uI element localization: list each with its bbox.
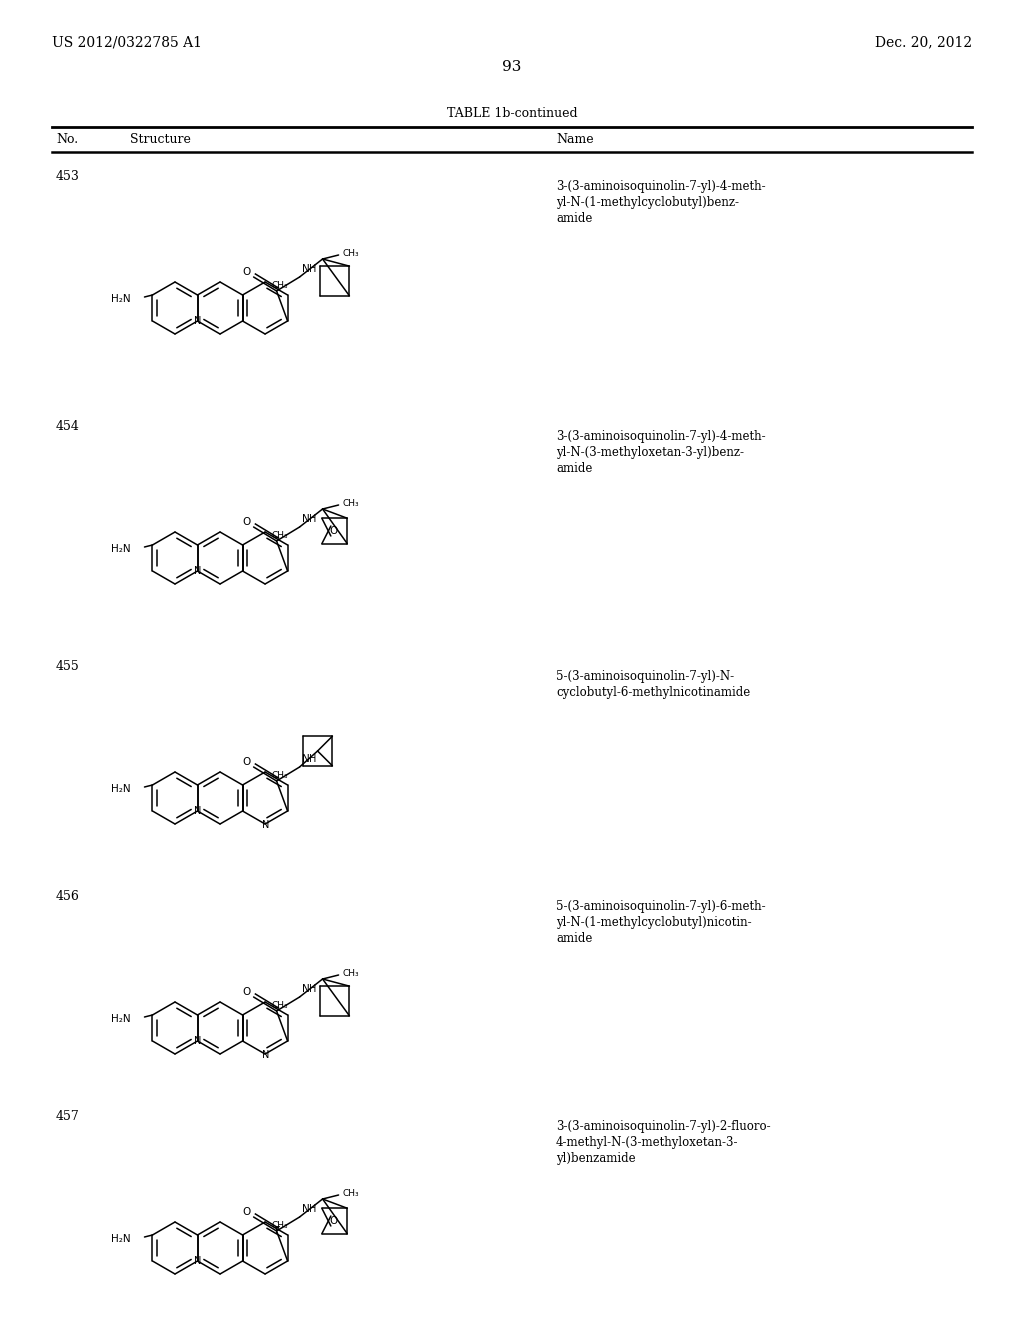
- Text: CH₃: CH₃: [271, 771, 288, 780]
- Text: O: O: [243, 267, 251, 277]
- Text: yl)benzamide: yl)benzamide: [556, 1152, 636, 1166]
- Text: 3-(3-aminoisoquinolin-7-yl)-2-fluoro-: 3-(3-aminoisoquinolin-7-yl)-2-fluoro-: [556, 1119, 771, 1133]
- Text: 453: 453: [56, 170, 80, 183]
- Text: N: N: [302, 1204, 309, 1214]
- Text: O: O: [330, 1216, 338, 1226]
- Text: H: H: [309, 513, 316, 524]
- Text: H: H: [309, 264, 316, 275]
- Text: CH₃: CH₃: [271, 1001, 288, 1010]
- Text: H: H: [309, 754, 316, 764]
- Text: H₂N: H₂N: [111, 784, 130, 795]
- Text: CH₃: CH₃: [343, 248, 359, 257]
- Text: CH₃: CH₃: [271, 281, 288, 289]
- Text: N: N: [302, 264, 309, 275]
- Text: O: O: [243, 987, 251, 997]
- Text: No.: No.: [56, 133, 78, 147]
- Text: 5-(3-aminoisoquinolin-7-yl)-N-: 5-(3-aminoisoquinolin-7-yl)-N-: [556, 671, 734, 682]
- Text: 457: 457: [56, 1110, 80, 1123]
- Text: yl-N-(1-methylcyclobutyl)nicotin-: yl-N-(1-methylcyclobutyl)nicotin-: [556, 916, 752, 929]
- Text: N: N: [194, 315, 201, 326]
- Text: cyclobutyl-6-methylnicotinamide: cyclobutyl-6-methylnicotinamide: [556, 686, 751, 700]
- Text: O: O: [243, 1206, 251, 1217]
- Text: H₂N: H₂N: [111, 294, 130, 304]
- Text: amide: amide: [556, 462, 592, 475]
- Text: O: O: [330, 525, 338, 536]
- Text: H₂N: H₂N: [111, 544, 130, 554]
- Text: amide: amide: [556, 213, 592, 224]
- Text: N: N: [194, 566, 201, 576]
- Text: H: H: [309, 983, 316, 994]
- Text: Structure: Structure: [130, 133, 190, 147]
- Text: CH₃: CH₃: [271, 531, 288, 540]
- Text: CH₃: CH₃: [343, 499, 359, 507]
- Text: 5-(3-aminoisoquinolin-7-yl)-6-meth-: 5-(3-aminoisoquinolin-7-yl)-6-meth-: [556, 900, 766, 913]
- Text: N: N: [302, 754, 309, 764]
- Text: H: H: [309, 1204, 316, 1214]
- Text: N: N: [194, 807, 201, 816]
- Text: N: N: [302, 983, 309, 994]
- Text: 454: 454: [56, 420, 80, 433]
- Text: N: N: [302, 513, 309, 524]
- Text: H₂N: H₂N: [111, 1014, 130, 1024]
- Text: N: N: [262, 820, 269, 830]
- Text: N: N: [262, 1049, 269, 1060]
- Text: yl-N-(1-methylcyclobutyl)benz-: yl-N-(1-methylcyclobutyl)benz-: [556, 195, 739, 209]
- Text: F: F: [274, 1226, 281, 1236]
- Text: 3-(3-aminoisoquinolin-7-yl)-4-meth-: 3-(3-aminoisoquinolin-7-yl)-4-meth-: [556, 430, 766, 444]
- Text: yl-N-(3-methyloxetan-3-yl)benz-: yl-N-(3-methyloxetan-3-yl)benz-: [556, 446, 744, 459]
- Text: amide: amide: [556, 932, 592, 945]
- Text: CH₃: CH₃: [271, 1221, 288, 1229]
- Text: Dec. 20, 2012: Dec. 20, 2012: [874, 36, 972, 49]
- Text: Name: Name: [556, 133, 594, 147]
- Text: N: N: [194, 1257, 201, 1266]
- Text: 456: 456: [56, 890, 80, 903]
- Text: H₂N: H₂N: [111, 1234, 130, 1243]
- Text: 3-(3-aminoisoquinolin-7-yl)-4-meth-: 3-(3-aminoisoquinolin-7-yl)-4-meth-: [556, 180, 766, 193]
- Text: N: N: [194, 1036, 201, 1045]
- Text: 455: 455: [56, 660, 80, 673]
- Text: CH₃: CH₃: [343, 1188, 359, 1197]
- Text: 93: 93: [503, 59, 521, 74]
- Text: TABLE 1b-continued: TABLE 1b-continued: [446, 107, 578, 120]
- Text: US 2012/0322785 A1: US 2012/0322785 A1: [52, 36, 202, 49]
- Text: O: O: [243, 517, 251, 527]
- Text: O: O: [243, 756, 251, 767]
- Text: 4-methyl-N-(3-methyloxetan-3-: 4-methyl-N-(3-methyloxetan-3-: [556, 1137, 738, 1148]
- Text: CH₃: CH₃: [343, 969, 359, 978]
